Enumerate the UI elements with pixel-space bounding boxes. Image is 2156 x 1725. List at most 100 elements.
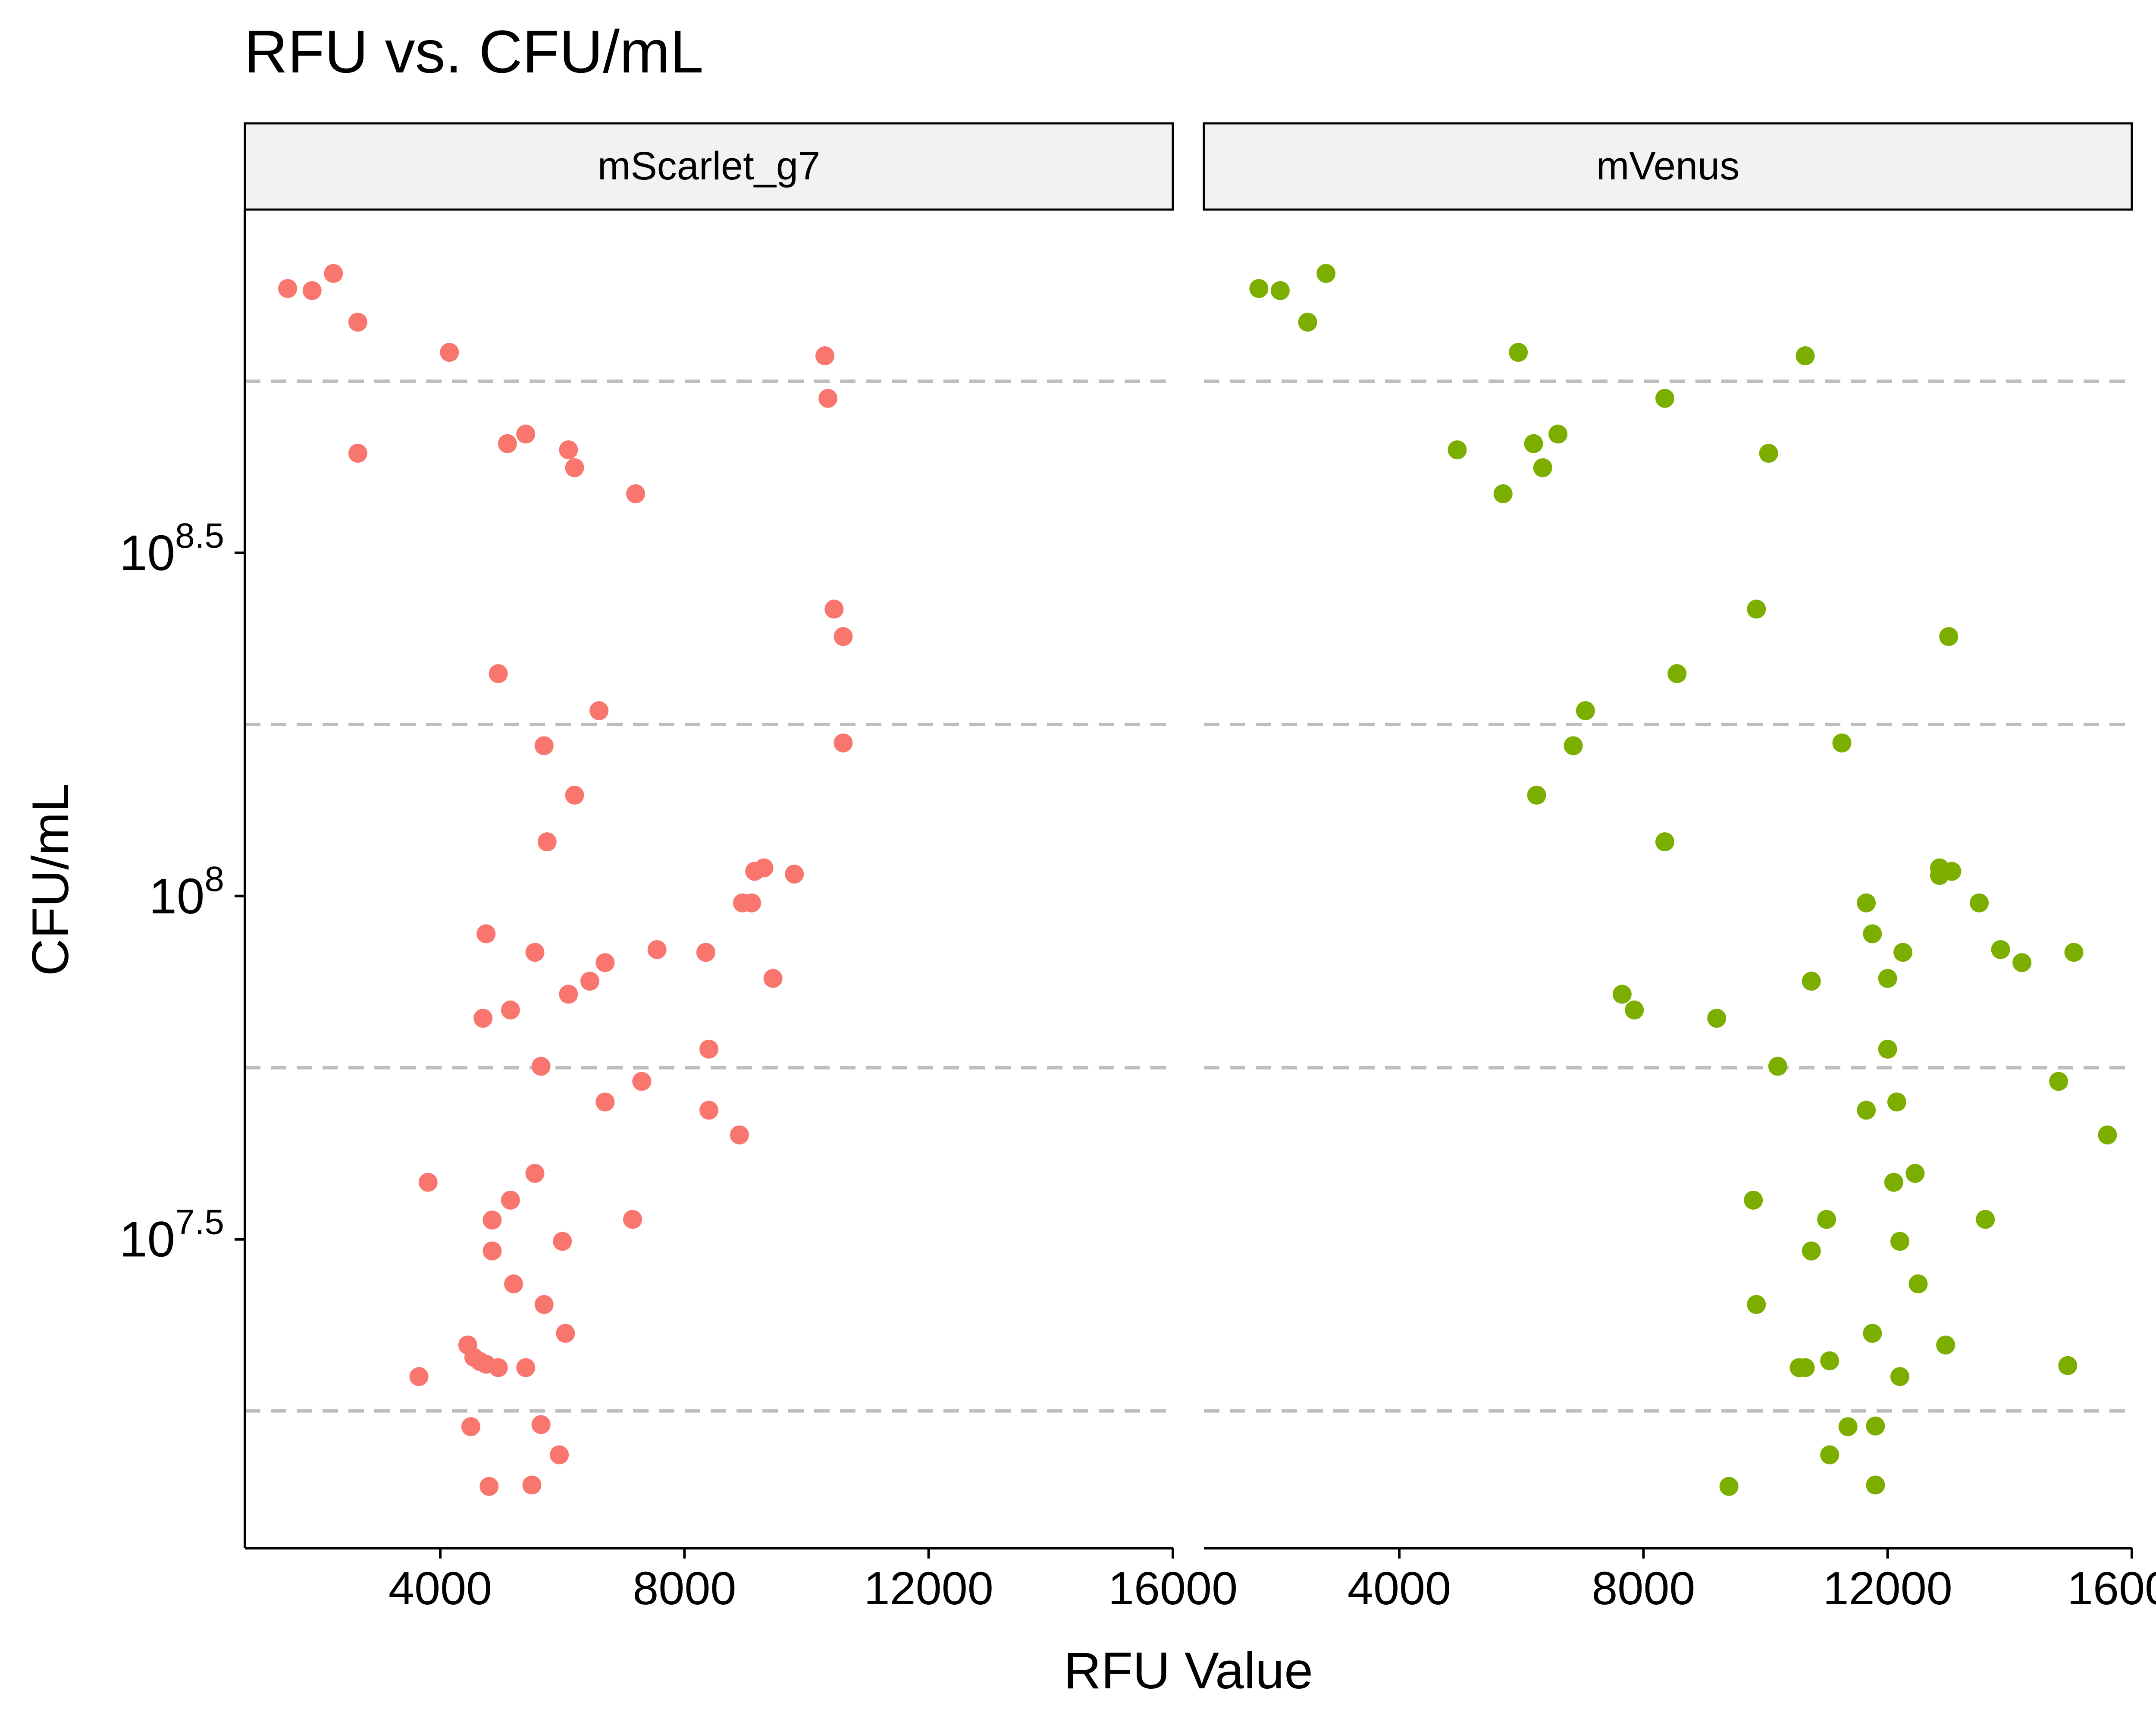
data-point-mscarlet-g7: [626, 484, 646, 504]
data-point-mscarlet-g7: [550, 1445, 569, 1465]
data-point-mscarlet-g7: [565, 458, 584, 477]
data-point-mscarlet-g7: [834, 733, 853, 753]
data-point-mvenus: [1887, 1092, 1906, 1112]
data-point-mvenus: [1249, 279, 1269, 298]
data-point-mscarlet-g7: [348, 313, 367, 332]
data-point-mvenus: [1270, 281, 1290, 300]
facet-strip-label-mvenus: mVenus: [1596, 144, 1739, 188]
data-point-mvenus: [1747, 1295, 1766, 1314]
data-point-mvenus: [1744, 1190, 1763, 1210]
data-point-mscarlet-g7: [730, 1125, 749, 1145]
data-point-mvenus: [1655, 389, 1674, 408]
data-point-mscarlet-g7: [537, 832, 557, 852]
y-axis: 107.5 108 108.5: [119, 210, 246, 1548]
data-point-mvenus: [1802, 1241, 1821, 1261]
y-tick-label: 108: [149, 859, 224, 924]
facet-strip-mscarlet-g7: [244, 122, 1174, 211]
x-tick-label: 4000: [1348, 1562, 1451, 1614]
data-point-mvenus: [1820, 1351, 1839, 1371]
data-point-mvenus: [1612, 985, 1632, 1004]
data-point-mscarlet-g7: [553, 1232, 572, 1251]
data-point-mvenus: [1533, 458, 1552, 477]
data-point-mvenus: [1719, 1477, 1739, 1496]
data-point-mscarlet-g7: [516, 1358, 536, 1377]
data-point-mvenus: [1655, 832, 1674, 852]
data-point-mvenus: [1976, 1210, 1995, 1229]
data-point-mscarlet-g7: [565, 785, 584, 805]
data-point-mvenus: [1863, 924, 1882, 944]
panel-mscarlet-g7: mScarlet_g7 107.5 108 108.5 4000 8000 12000 1…: [119, 122, 1238, 1614]
data-point-mvenus: [2012, 953, 2032, 972]
data-point-mscarlet-g7: [745, 862, 765, 881]
data-point-mscarlet-g7: [489, 1358, 508, 1377]
data-point-mscarlet-g7: [763, 969, 783, 988]
data-point-mvenus: [1857, 893, 1876, 913]
data-point-mvenus: [1768, 1057, 1787, 1076]
data-point-mvenus: [1878, 969, 1897, 988]
data-point-mvenus: [1838, 1417, 1858, 1436]
y-tick-label: 108.5: [119, 516, 224, 581]
x-tick-label: 16000: [2067, 1562, 2156, 1614]
data-point-mscarlet-g7: [516, 424, 536, 444]
data-point-mscarlet-g7: [525, 943, 545, 962]
data-point-mscarlet-g7: [834, 627, 853, 646]
data-point-mvenus: [1878, 1039, 1897, 1059]
data-point-mvenus: [1939, 627, 1959, 646]
data-point-mscarlet-g7: [525, 1164, 545, 1183]
data-point-mvenus: [1707, 1009, 1727, 1028]
data-point-mvenus: [1796, 1358, 1815, 1377]
data-point-mvenus: [1970, 893, 1989, 913]
data-point-mscarlet-g7: [489, 664, 508, 684]
data-point-mscarlet-g7: [534, 1295, 554, 1314]
data-point-mvenus: [1667, 664, 1687, 684]
data-point-mscarlet-g7: [623, 1210, 642, 1229]
reference-lines-left: [245, 379, 1173, 1413]
data-point-mvenus: [1527, 785, 1546, 805]
x-tick-label: 12000: [864, 1562, 993, 1614]
data-point-mvenus: [2049, 1072, 2068, 1091]
data-point-mvenus: [1509, 343, 1528, 362]
data-point-mvenus: [1857, 1101, 1876, 1120]
data-point-mscarlet-g7: [556, 1324, 575, 1343]
data-point-mscarlet-g7: [815, 346, 834, 366]
data-point-mvenus: [1524, 434, 1543, 453]
data-point-mscarlet-g7: [473, 1009, 493, 1028]
data-point-mvenus: [1890, 1232, 1909, 1251]
data-point-mscarlet-g7: [595, 953, 615, 972]
data-point-mvenus: [2098, 1125, 2117, 1145]
data-point-mscarlet-g7: [580, 972, 599, 991]
data-point-mscarlet-g7: [818, 389, 838, 408]
data-point-mvenus: [1908, 1274, 1928, 1294]
data-point-mscarlet-g7: [476, 924, 496, 944]
facet-strip-mvenus: [1203, 122, 2133, 211]
x-tick-label: 16000: [1108, 1562, 1238, 1614]
points-mvenus: [1249, 264, 2117, 1496]
data-point-mscarlet-g7: [501, 1190, 520, 1210]
x-tick-label: 12000: [1823, 1562, 1952, 1614]
data-point-mscarlet-g7: [647, 940, 667, 959]
data-point-mvenus: [1802, 972, 1821, 991]
data-point-mvenus: [1625, 1000, 1644, 1020]
data-point-mscarlet-g7: [479, 1477, 499, 1496]
data-point-mvenus: [1820, 1445, 1839, 1465]
data-point-mvenus: [1905, 1164, 1925, 1183]
data-point-mvenus: [1930, 866, 1949, 885]
data-point-mscarlet-g7: [522, 1475, 542, 1495]
data-point-mvenus: [1493, 484, 1513, 504]
x-axis-title: RFU Value: [1064, 1642, 1313, 1700]
reference-lines-right: [1204, 379, 2132, 1413]
data-point-mscarlet-g7: [595, 1092, 615, 1112]
data-point-mscarlet-g7: [348, 444, 367, 463]
data-point-mvenus: [1863, 1324, 1882, 1343]
data-point-mvenus: [1893, 943, 1913, 962]
data-point-mscarlet-g7: [824, 599, 844, 619]
data-point-mscarlet-g7: [589, 701, 609, 721]
data-point-mvenus: [1796, 346, 1815, 366]
data-point-mscarlet-g7: [278, 279, 298, 298]
chart-title: RFU vs. CFU/mL: [244, 18, 704, 85]
data-point-mscarlet-g7: [559, 440, 578, 460]
data-point-mscarlet-g7: [559, 985, 578, 1004]
data-point-mscarlet-g7: [302, 281, 322, 300]
x-tick-label: 4000: [389, 1562, 492, 1614]
data-point-mscarlet-g7: [696, 943, 715, 962]
